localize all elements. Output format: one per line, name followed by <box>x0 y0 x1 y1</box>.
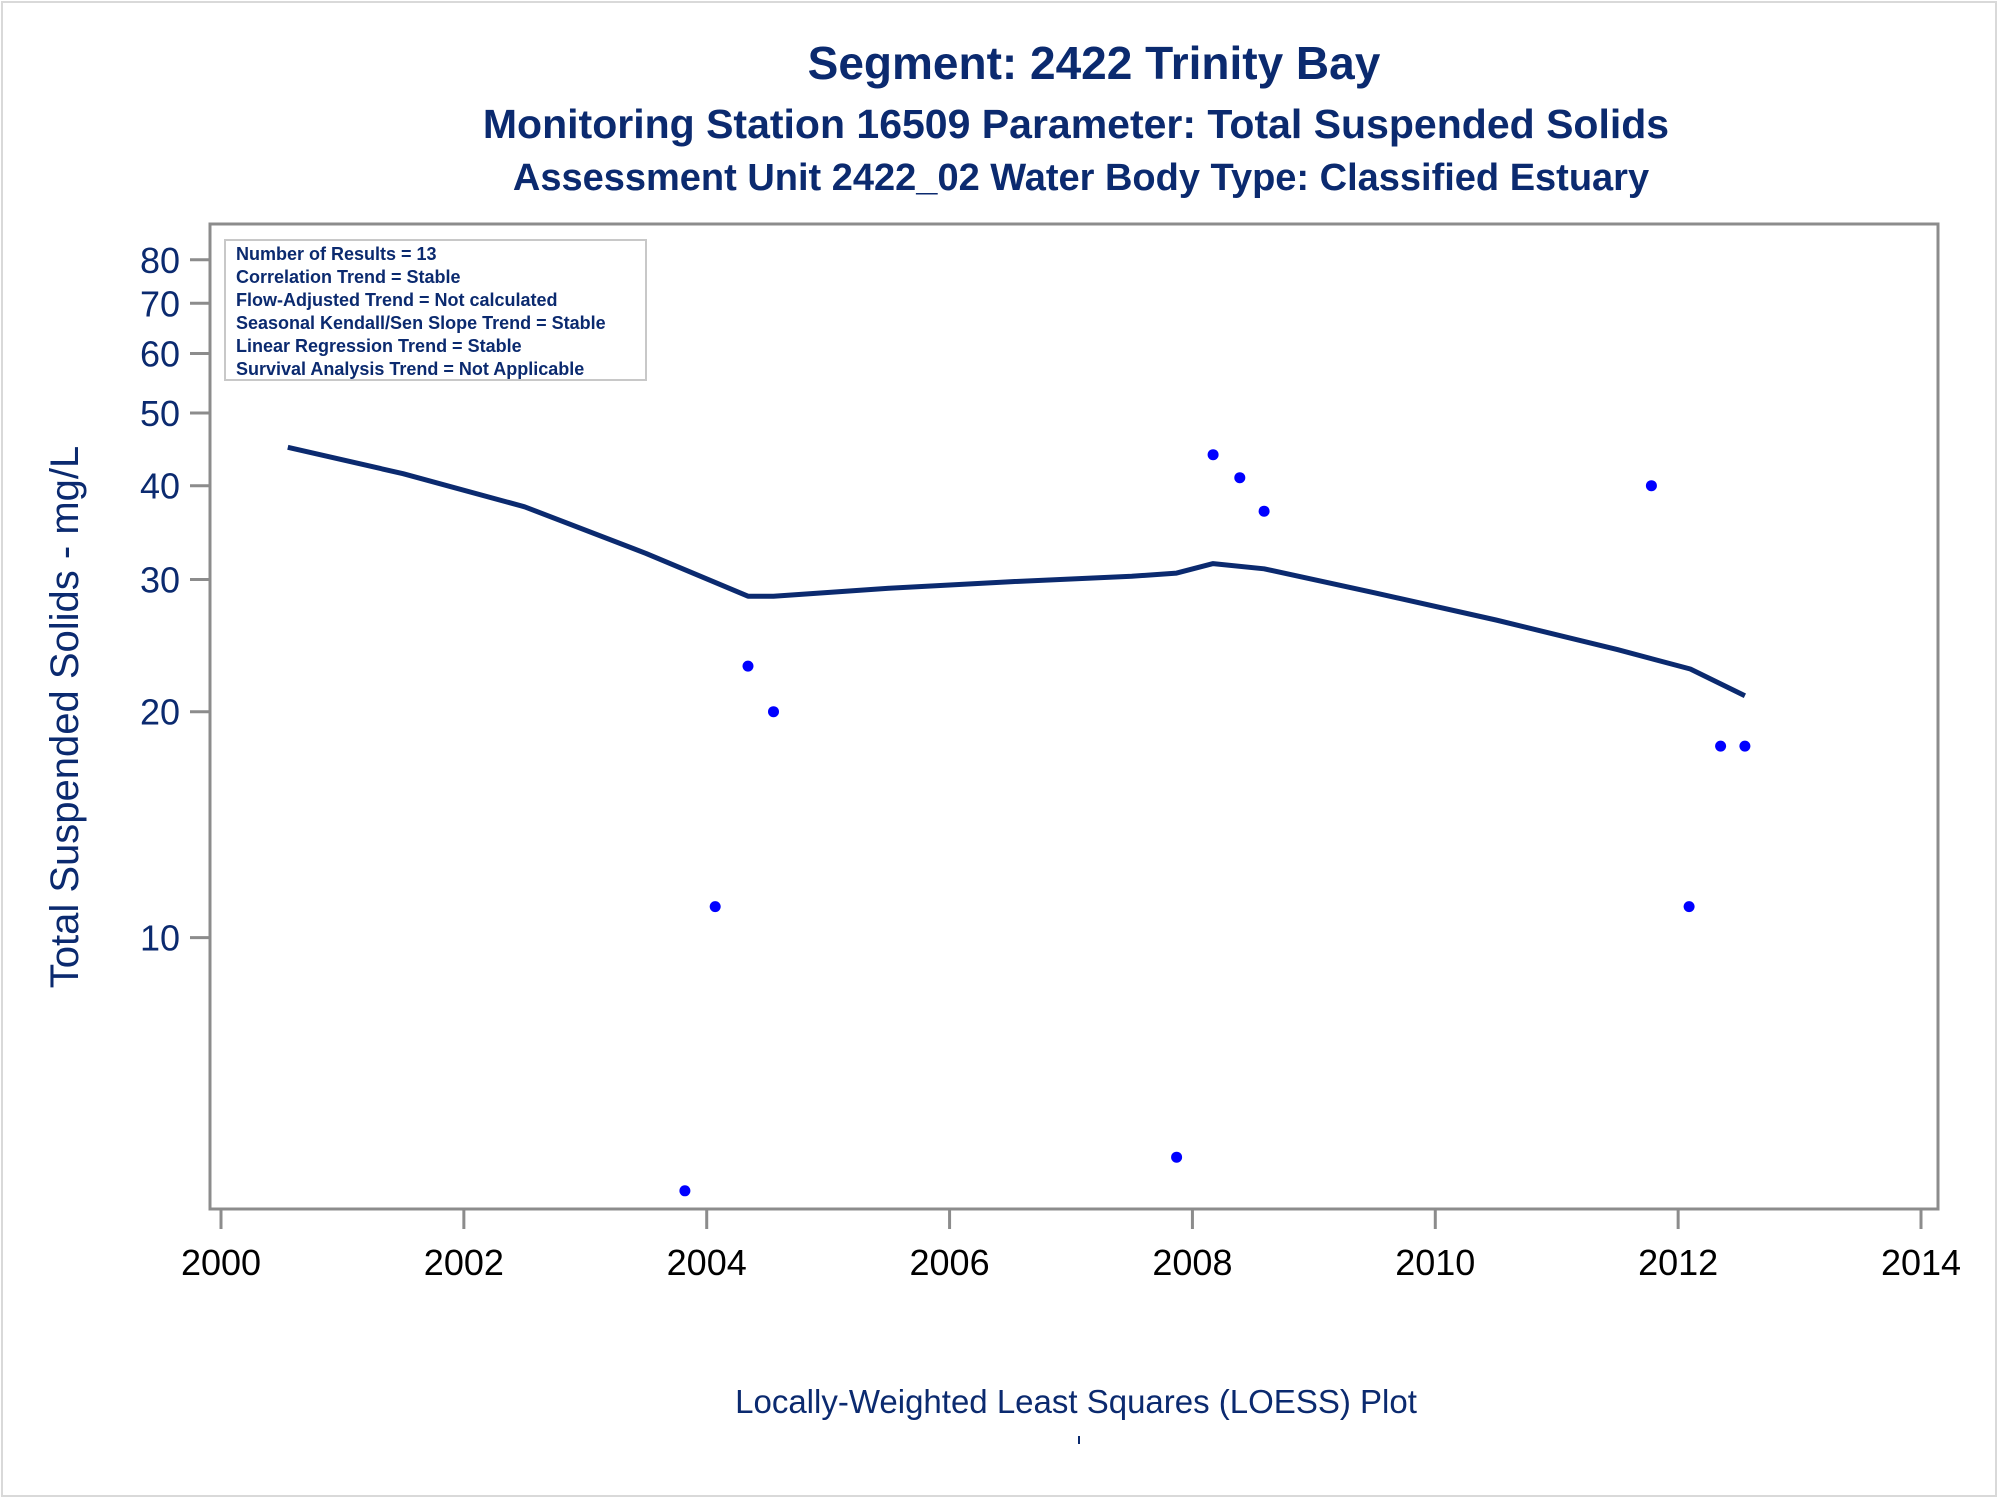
x-tick-label: 2012 <box>1638 1242 1718 1283</box>
plot-area <box>208 222 1940 1211</box>
y-tick-label: 10 <box>140 918 180 959</box>
data-point <box>1715 740 1727 752</box>
loess-line <box>287 444 1747 699</box>
x-tick-label: 2006 <box>910 1242 990 1283</box>
chart-subtitle-2: Assessment Unit 2422_02 Water Body Type:… <box>513 157 1649 199</box>
data-point <box>1683 901 1695 913</box>
data-point <box>1739 740 1751 752</box>
data-point <box>742 660 754 672</box>
data-point <box>679 1185 691 1197</box>
x-tick-label: 2000 <box>181 1242 261 1283</box>
data-point <box>1207 449 1219 461</box>
chart-title: Segment: 2422 Trinity Bay <box>808 37 1381 89</box>
x-tick-label: 2004 <box>667 1242 747 1283</box>
legend-line-results: Number of Results = 13 <box>236 244 437 264</box>
x-tick-label: 2002 <box>424 1242 504 1283</box>
legend-box: Number of Results = 13 Correlation Trend… <box>224 239 647 381</box>
chart-subtitle: Monitoring Station 16509 Parameter: Tota… <box>483 101 1669 147</box>
legend-line-flow-adjusted: Flow-Adjusted Trend = Not calculated <box>236 290 558 310</box>
loess-line-series <box>287 444 1747 699</box>
data-point <box>1645 480 1657 492</box>
y-axis-label: Total Suspended Solids - mg/L <box>43 446 87 989</box>
legend-line-linear-regression: Linear Regression Trend = Stable <box>236 336 522 356</box>
x-axis: 2000 2002 2004 2006 2008 2010 2012 2014 <box>181 1209 1961 1283</box>
data-point <box>1234 472 1246 484</box>
x-tick-label: 2010 <box>1395 1242 1475 1283</box>
data-point <box>1171 1151 1183 1163</box>
y-tick-label: 60 <box>140 334 180 375</box>
y-tick-label: 50 <box>140 393 180 434</box>
footnote: Locally-Weighted Least Squares (LOESS) P… <box>735 1383 1417 1420</box>
data-point <box>768 706 779 718</box>
legend-line-seasonal-kendall: Seasonal Kendall/Sen Slope Trend = Stabl… <box>236 313 606 333</box>
y-tick-label: 80 <box>140 240 180 281</box>
x-tick-label: 2008 <box>1152 1242 1232 1283</box>
legend-line-survival: Survival Analysis Trend = Not Applicable <box>236 359 584 379</box>
y-tick-label: 30 <box>140 560 180 601</box>
y-tick-label: 40 <box>140 466 180 507</box>
x-tick-label: 2014 <box>1881 1242 1961 1283</box>
legend-line-correlation: Correlation Trend = Stable <box>236 267 461 287</box>
y-tick-label: 70 <box>140 283 180 324</box>
data-point <box>709 901 721 913</box>
y-tick-label: 20 <box>140 692 180 733</box>
data-point <box>1258 505 1270 517</box>
legend-box-border <box>224 239 647 381</box>
data-points-series <box>282 262 1751 1197</box>
